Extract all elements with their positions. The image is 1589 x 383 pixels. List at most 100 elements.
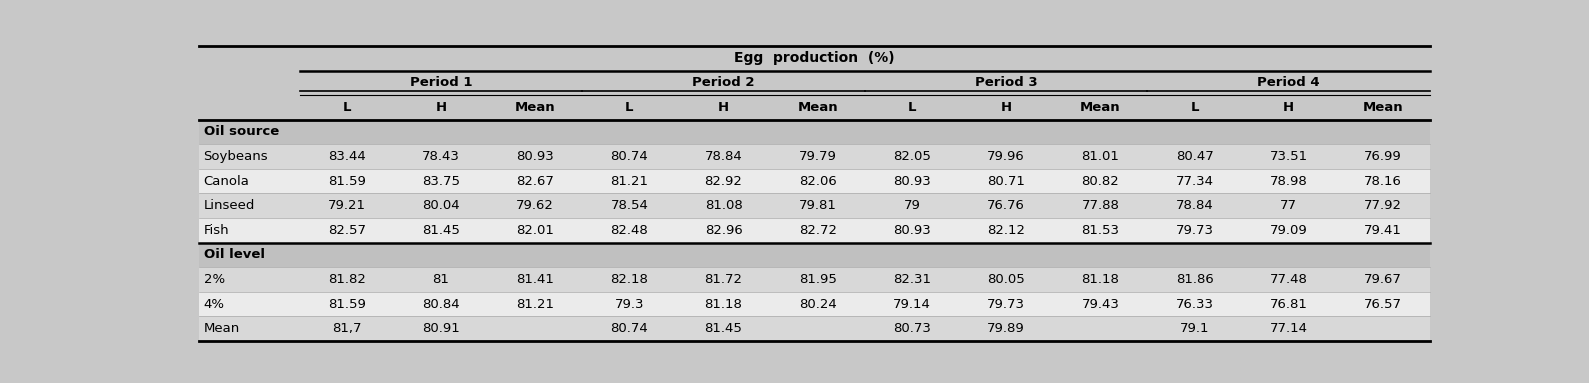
Text: 76.81: 76.81 [1270, 298, 1308, 311]
Text: 81.08: 81.08 [704, 199, 742, 212]
Text: H: H [435, 101, 447, 114]
Text: 76.33: 76.33 [1176, 298, 1214, 311]
Text: Egg  production  (%): Egg production (%) [734, 51, 895, 65]
Text: Mean: Mean [798, 101, 837, 114]
Text: 80.93: 80.93 [516, 150, 555, 163]
Text: 79.81: 79.81 [799, 199, 837, 212]
Text: 79.43: 79.43 [1082, 298, 1119, 311]
Text: 80.24: 80.24 [799, 298, 837, 311]
Text: 81.21: 81.21 [516, 298, 555, 311]
Text: 80.71: 80.71 [987, 175, 1025, 188]
Text: 82.18: 82.18 [610, 273, 648, 286]
Text: 81.21: 81.21 [610, 175, 648, 188]
Text: 81: 81 [432, 273, 450, 286]
Text: 82.67: 82.67 [516, 175, 555, 188]
Bar [199, 119, 1430, 144]
Text: 78.54: 78.54 [610, 199, 648, 212]
Text: 81.18: 81.18 [704, 298, 742, 311]
Text: 81.01: 81.01 [1082, 150, 1119, 163]
Text: 80.74: 80.74 [610, 322, 648, 335]
Bar [199, 316, 1430, 341]
Text: 77.48: 77.48 [1270, 273, 1308, 286]
Text: 82.31: 82.31 [893, 273, 931, 286]
Text: Oil level: Oil level [203, 248, 264, 261]
Text: 79.89: 79.89 [987, 322, 1025, 335]
Text: 82.72: 82.72 [799, 224, 837, 237]
Text: 81.41: 81.41 [516, 273, 555, 286]
Text: Linseed: Linseed [203, 199, 254, 212]
Text: 79.3: 79.3 [615, 298, 644, 311]
Text: 81.45: 81.45 [423, 224, 459, 237]
Text: 79: 79 [904, 199, 920, 212]
Text: H: H [1284, 101, 1295, 114]
Text: 81.53: 81.53 [1082, 224, 1119, 237]
Text: 4%: 4% [203, 298, 224, 311]
Text: 73.51: 73.51 [1270, 150, 1308, 163]
Text: 79.96: 79.96 [987, 150, 1025, 163]
Bar [199, 0, 1430, 70]
Text: 83.75: 83.75 [423, 175, 459, 188]
Text: 80.04: 80.04 [423, 199, 459, 212]
Text: 81.72: 81.72 [704, 273, 742, 286]
Text: 82.92: 82.92 [704, 175, 742, 188]
Text: 76.76: 76.76 [987, 199, 1025, 212]
Text: Fish: Fish [203, 224, 229, 237]
Text: 82.06: 82.06 [799, 175, 837, 188]
Bar [199, 169, 1430, 193]
Text: 78.84: 78.84 [704, 150, 742, 163]
Text: 82.57: 82.57 [327, 224, 365, 237]
Bar [199, 292, 1430, 316]
Bar [199, 218, 1430, 242]
Text: Soybeans: Soybeans [203, 150, 269, 163]
Text: 81.86: 81.86 [1176, 273, 1214, 286]
Text: Oil source: Oil source [203, 126, 278, 139]
Text: Period 2: Period 2 [693, 76, 755, 89]
Text: 77.88: 77.88 [1082, 199, 1119, 212]
Text: 79.79: 79.79 [799, 150, 837, 163]
Text: 81,7: 81,7 [332, 322, 361, 335]
Text: 78.43: 78.43 [423, 150, 459, 163]
Text: 80.93: 80.93 [893, 224, 931, 237]
Text: 79.1: 79.1 [1179, 322, 1209, 335]
Text: 79.21: 79.21 [327, 199, 365, 212]
Text: Period 1: Period 1 [410, 76, 472, 89]
Text: L: L [1190, 101, 1198, 114]
Text: Period 3: Period 3 [976, 76, 1038, 89]
Text: 82.05: 82.05 [893, 150, 931, 163]
Text: 77.14: 77.14 [1270, 322, 1308, 335]
Text: 79.09: 79.09 [1270, 224, 1308, 237]
Text: Mean: Mean [515, 101, 556, 114]
Bar [199, 242, 1430, 267]
Text: 78.98: 78.98 [1270, 175, 1308, 188]
Text: 79.67: 79.67 [1363, 273, 1401, 286]
Text: 79.41: 79.41 [1363, 224, 1401, 237]
Text: 81.59: 81.59 [327, 298, 365, 311]
Text: 83.44: 83.44 [327, 150, 365, 163]
Text: L: L [343, 101, 351, 114]
Text: 79.73: 79.73 [1176, 224, 1214, 237]
Text: 77.34: 77.34 [1176, 175, 1214, 188]
Text: 77: 77 [1281, 199, 1297, 212]
Text: Mean: Mean [1363, 101, 1403, 114]
Text: 82.96: 82.96 [704, 224, 742, 237]
Text: 79.14: 79.14 [893, 298, 931, 311]
Text: Period 4: Period 4 [1257, 76, 1320, 89]
Text: 80.47: 80.47 [1176, 150, 1214, 163]
Bar [199, 193, 1430, 218]
Text: 79.73: 79.73 [987, 298, 1025, 311]
Text: 80.82: 80.82 [1082, 175, 1119, 188]
Text: L: L [624, 101, 634, 114]
Text: H: H [1001, 101, 1012, 114]
Text: 81.59: 81.59 [327, 175, 365, 188]
Text: 79.62: 79.62 [516, 199, 555, 212]
Text: 82.12: 82.12 [987, 224, 1025, 237]
Text: 76.99: 76.99 [1363, 150, 1401, 163]
Text: 78.16: 78.16 [1363, 175, 1401, 188]
Text: L: L [907, 101, 917, 114]
Text: 80.84: 80.84 [423, 298, 459, 311]
Text: 82.01: 82.01 [516, 224, 555, 237]
Text: 76.57: 76.57 [1363, 298, 1401, 311]
Text: 78.84: 78.84 [1176, 199, 1214, 212]
Text: 80.73: 80.73 [893, 322, 931, 335]
Text: 81.95: 81.95 [799, 273, 837, 286]
